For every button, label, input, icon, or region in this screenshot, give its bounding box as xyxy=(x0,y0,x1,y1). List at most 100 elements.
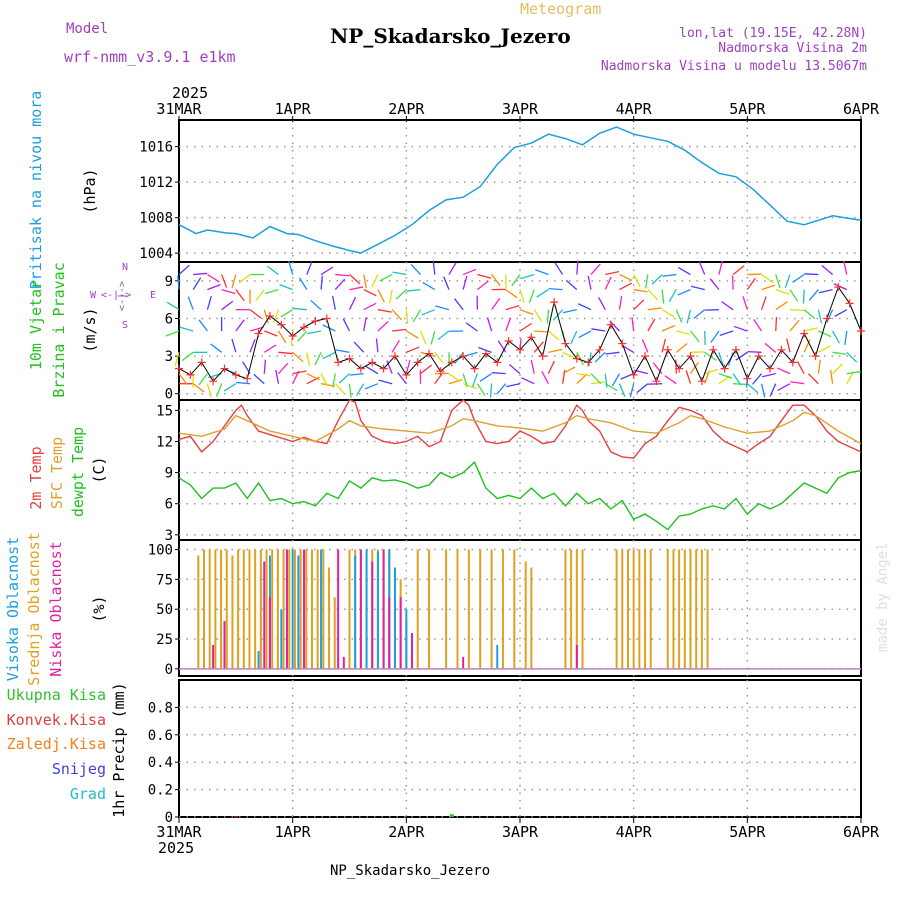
wind-speed-marker xyxy=(459,352,468,361)
wind-barb xyxy=(664,375,677,385)
wind-speed-marker xyxy=(720,364,729,373)
wind-barb xyxy=(231,338,237,353)
wind-barb xyxy=(764,342,777,353)
wind-barb xyxy=(253,373,265,385)
wind-barb xyxy=(221,288,236,295)
wind-barb xyxy=(761,274,774,284)
wind-barb xyxy=(802,289,805,304)
y-tick-label: 1008 xyxy=(139,211,173,227)
precip-bar xyxy=(449,814,454,817)
wind-barb xyxy=(533,341,544,353)
wind-barb xyxy=(353,341,365,353)
wind-barb xyxy=(435,305,450,311)
wind-barb xyxy=(216,383,223,397)
wind-speed-marker xyxy=(822,314,831,323)
wind-barb xyxy=(235,289,245,302)
wind-barb xyxy=(174,352,180,366)
wind-barb xyxy=(419,330,427,345)
wind-barb xyxy=(534,330,549,333)
cloud-high-label: Visoka Oblacnost xyxy=(4,537,22,682)
wind-barb xyxy=(181,351,194,362)
wind-barb xyxy=(462,275,468,290)
temp-dew-label: dewpt Temp xyxy=(69,427,87,517)
wind-barb xyxy=(565,279,578,291)
wind-barb xyxy=(298,277,308,290)
wind-barb xyxy=(760,296,767,310)
wind-barb xyxy=(462,383,477,390)
wind-barb xyxy=(506,383,521,388)
wind-barb xyxy=(263,359,267,374)
wind-barb xyxy=(379,273,393,282)
wind-barb xyxy=(661,309,675,318)
wind-barb xyxy=(619,273,633,282)
compass-arrows-h: <-|-> xyxy=(101,290,131,301)
wind-speed-marker xyxy=(470,364,479,373)
wind-barb xyxy=(693,309,706,319)
wind-barb xyxy=(636,383,649,394)
wind-barb xyxy=(618,383,626,397)
wind-barb xyxy=(355,383,365,397)
wind-barb xyxy=(320,266,334,276)
wind-barb xyxy=(775,274,781,289)
wind-barb xyxy=(832,330,840,344)
x-tick-label-bottom: 3APR xyxy=(502,823,539,841)
wind-barb xyxy=(760,383,766,398)
wind-barb xyxy=(789,289,799,302)
wind-barb xyxy=(777,383,791,392)
x-tick-label-bottom: 4APR xyxy=(616,823,653,841)
wind-barb xyxy=(412,309,422,323)
wind-barb xyxy=(521,377,535,385)
wind-barb xyxy=(590,381,606,385)
wind-barb xyxy=(348,296,357,310)
wind-barb xyxy=(685,370,692,384)
wind-barb xyxy=(178,264,190,276)
wind-barb xyxy=(297,330,308,342)
wind-speed-marker xyxy=(800,329,809,338)
wind-barb xyxy=(747,350,762,353)
y-tick-label: 15 xyxy=(156,403,173,419)
wind-barb xyxy=(604,276,612,290)
wind-barb xyxy=(611,373,621,387)
precip-legend-precip_graupel: Grad xyxy=(70,785,106,803)
wind-barb xyxy=(645,274,649,289)
lonlat-label: lon,lat (19.15E, 42.28N) xyxy=(679,26,867,41)
wind-barb xyxy=(651,274,663,285)
wind-barb xyxy=(775,316,778,332)
wind-barb xyxy=(349,274,361,285)
wind-barb xyxy=(661,289,665,304)
wind-barb xyxy=(605,270,620,276)
wind-barb xyxy=(535,269,549,276)
wind-barb xyxy=(808,289,819,301)
wind-unit: (m/s) xyxy=(81,307,99,352)
wind-barb xyxy=(633,299,645,311)
wind-barb xyxy=(263,344,277,353)
cloud-mid-label: Srednja Oblacnost xyxy=(25,532,43,686)
wind-barb xyxy=(331,295,336,310)
x-tick-label-bottom: 1APR xyxy=(275,823,312,841)
wind-barb xyxy=(392,271,407,276)
wind-barb xyxy=(752,373,763,385)
wind-speed-marker xyxy=(447,358,456,367)
y-tick-label: 100 xyxy=(148,543,173,559)
wind-barb xyxy=(676,330,691,336)
wind-barb xyxy=(735,351,748,361)
wind-barb xyxy=(307,330,322,335)
x-tick-label-top: 31MAR xyxy=(156,100,202,118)
wind-barb xyxy=(817,309,823,324)
wind-barb xyxy=(804,273,819,276)
wind-barb xyxy=(238,274,251,284)
wind-barb xyxy=(661,338,667,353)
wind-barb xyxy=(292,370,307,375)
wind-barb xyxy=(829,369,834,384)
wind-speed-marker xyxy=(425,349,434,358)
wind-barb xyxy=(718,373,733,379)
wind-barb xyxy=(505,289,518,299)
wind-barb xyxy=(249,326,264,332)
wind-barb xyxy=(421,309,435,316)
wind-barb xyxy=(405,330,419,339)
wind-speed-marker xyxy=(209,377,218,386)
y-tick-label: 12 xyxy=(156,434,173,450)
wind-barb xyxy=(790,381,805,385)
y-tick-label: 1016 xyxy=(139,140,173,156)
wind-barb xyxy=(633,288,648,293)
